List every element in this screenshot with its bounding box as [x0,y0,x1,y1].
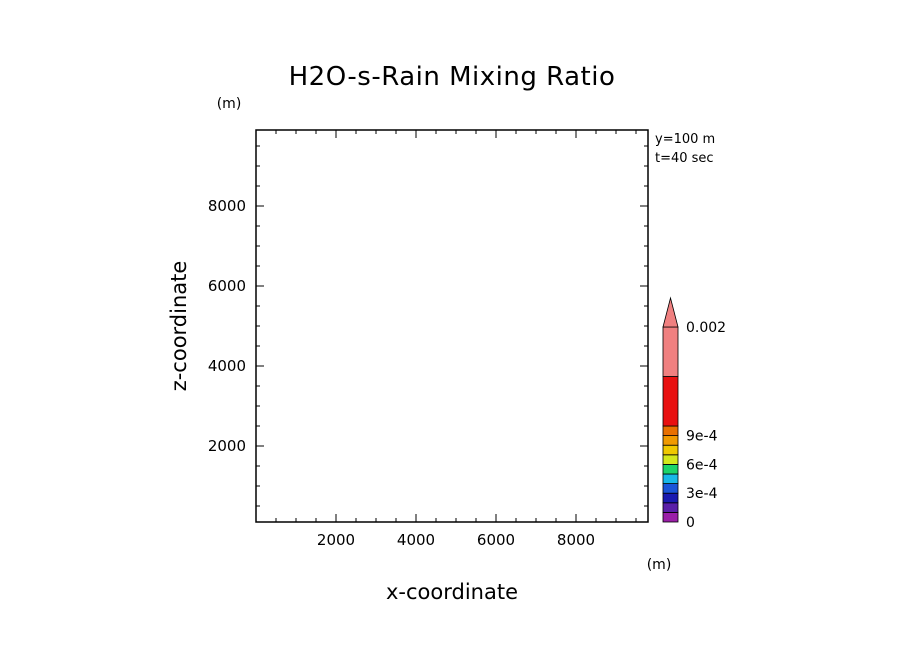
x-tick-label: 6000 [477,531,515,549]
chart-title: H2O-s-Rain Mixing Ratio [289,62,616,92]
colorbar-bin [662,326,679,377]
colorbar-label: 0.002 [686,320,726,336]
colorbar-bin [662,502,679,513]
colorbar-label: 0 [686,515,695,531]
y-axis-title: z-coordinate [167,261,191,392]
y-tick-label: 4000 [208,357,246,375]
plot-area [255,129,649,523]
colorbar-bin [662,483,679,494]
colorbar-bin [662,512,679,523]
colorbar-label: 6e-4 [686,457,718,473]
colorbar-bin [662,444,679,456]
colorbar-bin [662,425,679,437]
colorbar-bin [662,454,679,465]
colorbar-bin [662,376,679,427]
colorbar-bin [662,463,679,475]
colorbar-label: 9e-4 [686,429,718,445]
x-tick-label: 8000 [557,531,595,549]
colorbar-label: 3e-4 [686,486,718,502]
x-axis-title: x-coordinate [386,580,518,604]
x-tick-label: 4000 [397,531,435,549]
colorbar [662,296,679,523]
colorbar-overflow-arrow [662,296,679,328]
y-tick-label: 8000 [208,197,246,215]
colorbar-bin [662,435,679,446]
y-tick-label: 2000 [208,437,246,455]
x-unit-label: (m) [647,557,672,573]
colorbar-labels: 0 3e-4 6e-4 9e-4 0.002 [686,320,726,531]
axis-tick-labels: 2000 4000 6000 8000 2000 4000 6000 8000 [208,197,595,549]
axis-ticks [255,130,648,522]
y-unit-label: (m) [217,96,242,112]
y-tick-label: 6000 [208,277,246,295]
colorbar-bin [662,492,679,504]
info-line-t: t=40 sec [655,151,714,166]
x-tick-label: 2000 [317,531,355,549]
colorbar-bin [662,473,679,485]
info-line-y: y=100 m [655,132,715,147]
